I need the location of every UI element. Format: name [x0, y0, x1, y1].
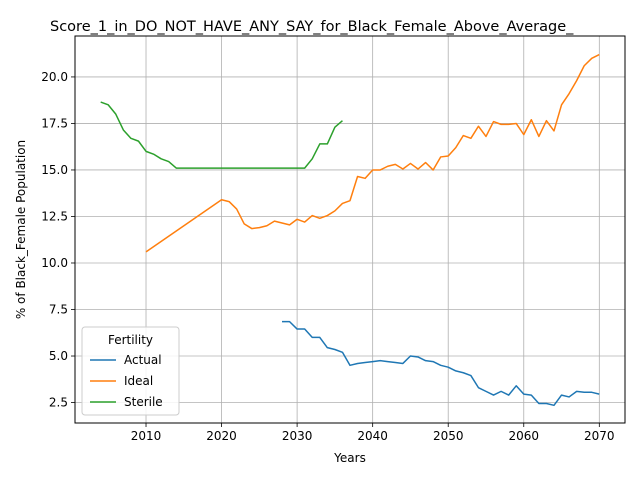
- x-axis-label: Years: [333, 451, 366, 465]
- x-tick-label: 2010: [131, 429, 162, 443]
- series-line-actual: [282, 320, 600, 407]
- legend: Fertility Actual Ideal Sterile: [81, 326, 180, 416]
- x-tick-label: 2020: [206, 429, 237, 443]
- y-tick-label: 12.5: [41, 209, 68, 223]
- legend-entry-ideal: Ideal: [124, 374, 153, 388]
- y-tick-label: 15.0: [41, 163, 68, 177]
- series-line-sterile: [100, 101, 343, 169]
- y-tick-label: 2.5: [49, 396, 68, 410]
- y-axis-label: % of Black_Female Population: [14, 140, 28, 319]
- series-line-ideal: [145, 53, 600, 253]
- y-tick-label: 17.5: [41, 116, 68, 130]
- legend-box: [81, 326, 180, 416]
- y-tick-label: 5.0: [49, 349, 68, 363]
- x-tick-label: 2050: [433, 429, 464, 443]
- legend-entry-actual: Actual: [124, 353, 162, 367]
- x-tick-label: 2070: [584, 429, 615, 443]
- y-tick-label: 20.0: [41, 70, 68, 84]
- chart-title: Score_1_in_DO_NOT_HAVE_ANY_SAY_for_Black…: [50, 19, 574, 35]
- x-tick-label: 2040: [357, 429, 388, 443]
- x-tick-label: 2060: [508, 429, 539, 443]
- plot-frame: [74, 35, 626, 424]
- y-tick-label: 10.0: [41, 256, 68, 270]
- legend-entry-sterile: Sterile: [124, 395, 163, 409]
- y-tick-label: 7.5: [49, 303, 68, 317]
- legend-title: Fertility: [108, 333, 153, 347]
- x-tick-label: 2030: [282, 429, 313, 443]
